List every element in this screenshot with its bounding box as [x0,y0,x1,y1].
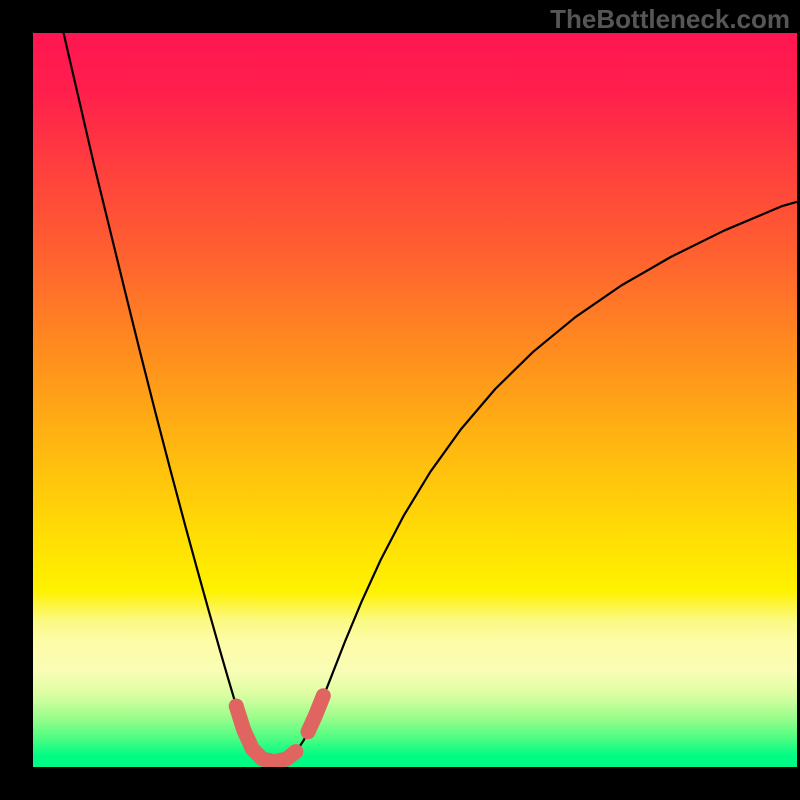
watermark-text: TheBottleneck.com [550,4,790,35]
curve-layer [33,33,797,767]
plot-area [33,33,797,767]
highlight-segment-left [236,706,296,762]
bottleneck-curve [64,33,797,763]
highlight-segment-right [308,696,323,732]
